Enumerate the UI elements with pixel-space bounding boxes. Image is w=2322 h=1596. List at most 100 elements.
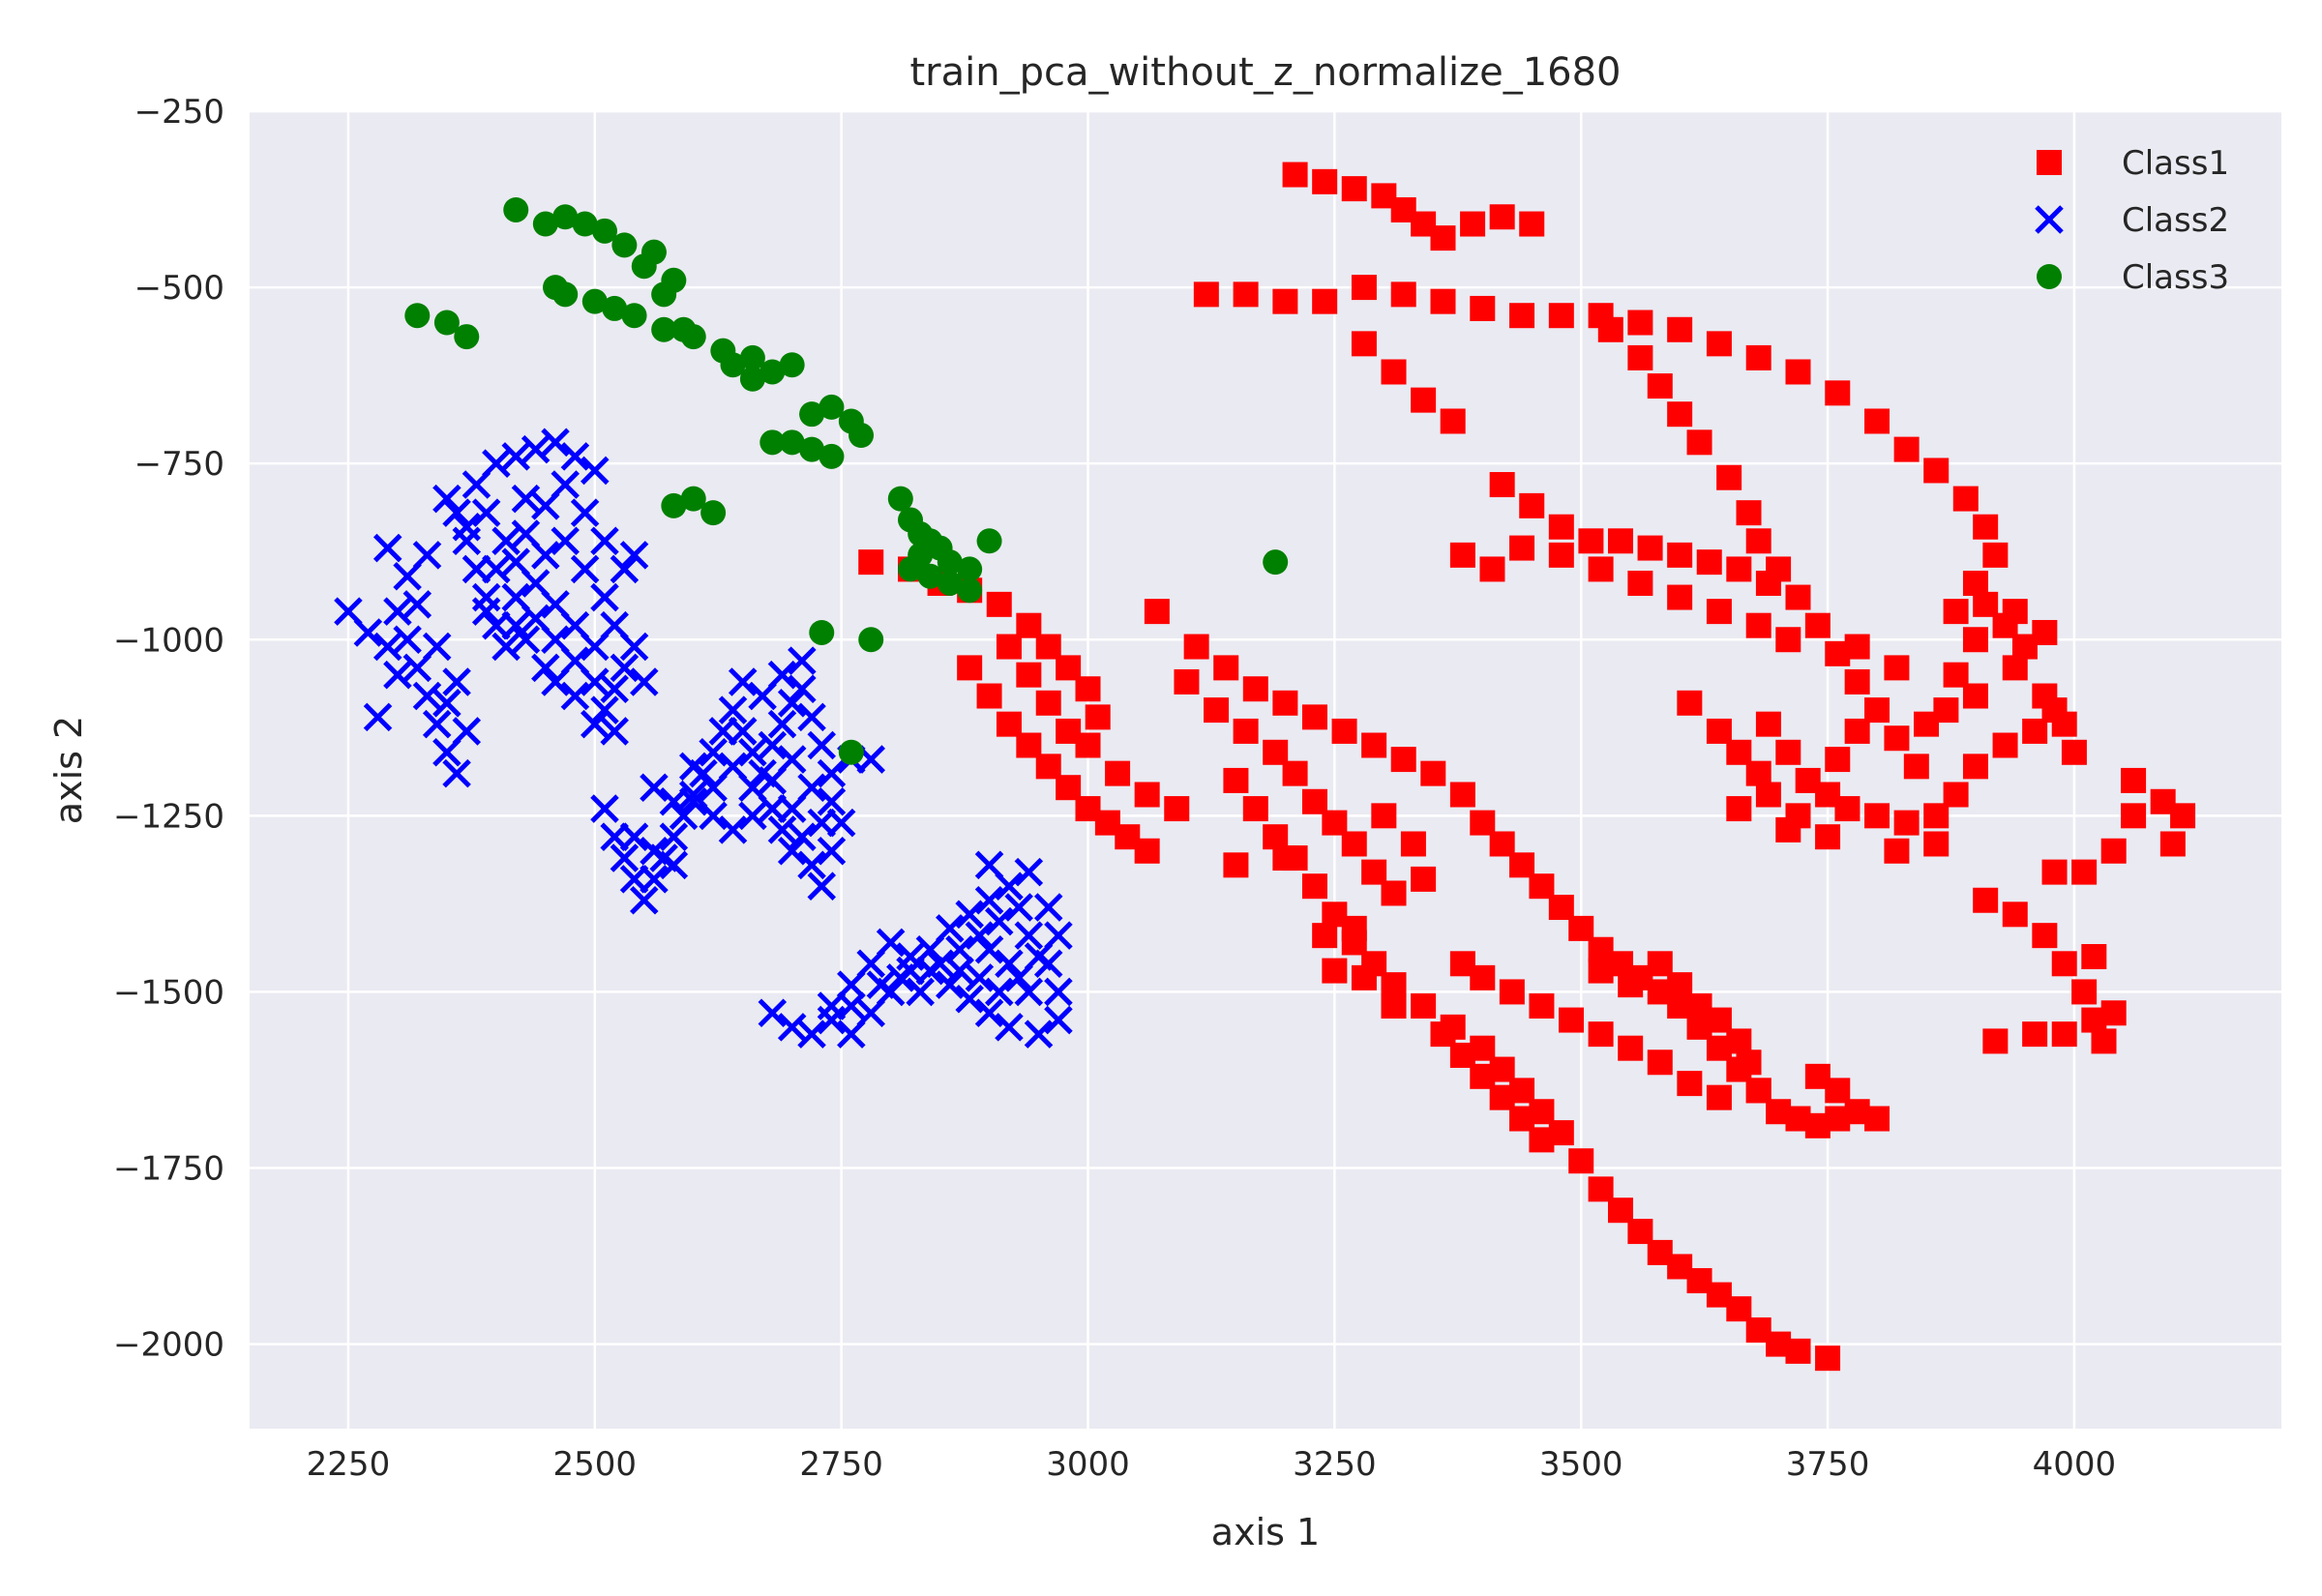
data-point [1489,831,1515,857]
data-point [1804,612,1831,638]
data-point [1509,535,1535,561]
data-point [1834,796,1861,822]
data-point [1470,295,1496,321]
data-point [2081,944,2107,970]
data-point [372,632,402,662]
data-point [1982,542,2009,568]
data-point [965,921,995,950]
data-point [838,739,864,765]
data-point [404,303,431,329]
data-point [1351,964,1377,990]
data-point [1588,1176,1614,1202]
data-point [640,865,669,894]
data-point [1489,204,1515,230]
data-points [334,162,2196,1372]
data-point [1213,655,1239,681]
data-point [1973,591,1999,617]
data-point [600,674,629,704]
data-point [363,702,393,732]
data-point [1390,281,1416,308]
data-point [1242,676,1268,702]
data-point [1509,303,1535,329]
data-point [383,660,412,690]
data-point [1706,331,1732,357]
data-point [1962,627,1988,653]
data-point [1390,747,1416,773]
data-point [452,717,482,746]
data-point [1726,556,1752,582]
data-point [925,949,955,979]
data-point [422,709,452,739]
data-point [984,977,1014,1007]
y-tick-labels: −2000 −1750 −1500 −1250 −1000 −750 −500 −250 [113,93,224,1365]
data-point [651,281,677,308]
legend-label-class1: Class1 [2122,144,2229,183]
data-point [1312,288,1338,314]
data-point [976,528,1002,554]
data-point [1667,584,1693,610]
data-point [1785,584,1811,610]
data-point [1745,1078,1771,1104]
data-point [1825,380,1851,406]
data-point [659,850,689,880]
data-point [482,449,511,478]
data-point [1529,873,1555,900]
data-point [501,610,531,640]
data-point [976,683,1002,709]
data-point [819,443,845,469]
data-point [1233,281,1259,308]
data-point [619,632,649,662]
data-point [1627,310,1653,336]
data-point [1312,168,1338,194]
data-point [1351,275,1377,301]
data-point [1804,1063,1831,1089]
data-point [945,934,974,964]
series-class1 [858,162,2196,1372]
data-point [581,288,608,314]
data-point [2159,831,2186,857]
data-point [1815,1345,1841,1372]
data-point [1864,1106,1890,1132]
data-point [1627,344,1653,370]
data-point [837,991,866,1020]
data-point [669,801,699,831]
data-point [570,498,600,527]
data-point [1016,662,1042,688]
data-point [2051,1021,2077,1048]
data-point [1736,1049,1762,1076]
data-point [817,758,847,788]
data-point [1775,739,1801,765]
data-point [2002,901,2028,928]
data-point [807,872,837,901]
data-point [1430,288,1456,314]
data-point [974,850,1004,880]
data-point [551,526,580,556]
data-point [1726,1028,1752,1054]
data-point [1381,992,1407,1019]
data-point [799,401,825,428]
data-point [383,597,412,626]
data-point [807,730,837,760]
data-point [1775,627,1801,653]
data-point [767,709,797,739]
data-point [402,590,432,619]
data-point [433,310,460,336]
data-point [1716,464,1742,490]
y-tick-label: −750 [134,445,224,484]
data-point [1618,1035,1644,1061]
data-point [1962,683,1988,709]
data-point [1470,1063,1496,1089]
data-point [610,653,640,683]
data-point [1499,979,1525,1005]
data-point [1301,873,1327,900]
data-point [1341,915,1367,941]
data-point [1509,852,1535,878]
x-tick-label: 2750 [799,1445,883,1484]
data-point [1460,211,1486,237]
data-point [767,660,797,690]
data-point [1706,718,1732,744]
data-point [1677,690,1703,716]
data-point [957,556,983,582]
data-point [777,745,807,774]
data-point [1529,1127,1555,1153]
